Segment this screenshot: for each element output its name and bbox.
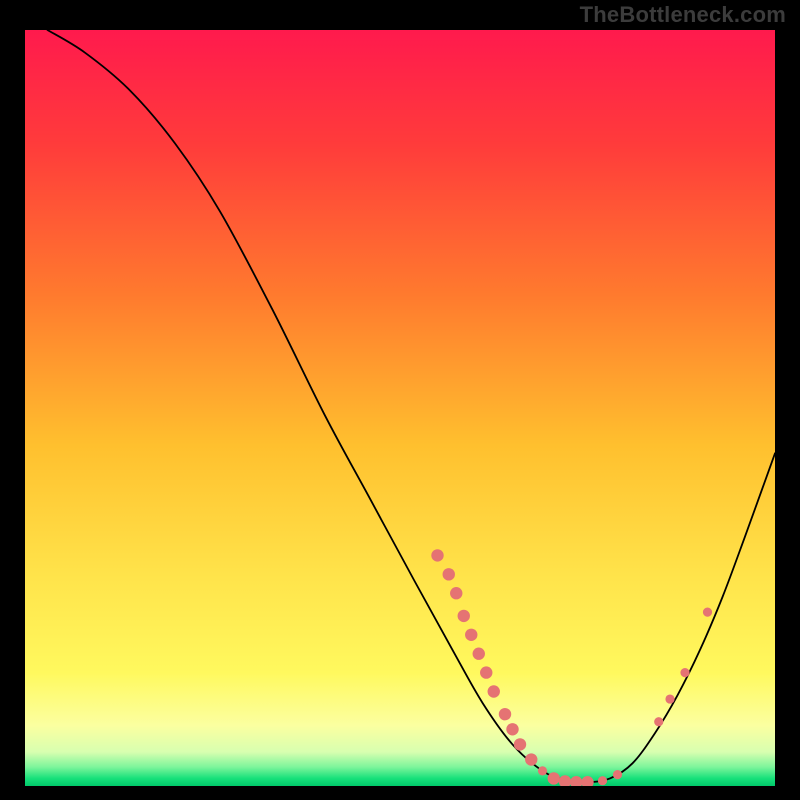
chart-background-gradient: [25, 30, 775, 786]
curve-marker: [703, 608, 712, 617]
curve-marker: [598, 776, 607, 785]
curve-marker: [458, 610, 470, 622]
curve-marker: [538, 766, 547, 775]
curve-marker: [473, 648, 485, 660]
curve-marker: [431, 549, 443, 561]
chart-frame: TheBottleneck.com: [0, 0, 800, 800]
curve-marker: [613, 770, 622, 779]
curve-marker: [443, 568, 455, 580]
curve-marker: [450, 587, 462, 599]
curve-marker: [680, 668, 689, 677]
curve-marker: [465, 629, 477, 641]
curve-marker: [665, 694, 674, 703]
curve-marker: [525, 753, 537, 765]
curve-marker: [499, 708, 511, 720]
curve-marker: [548, 772, 560, 784]
bottleneck-curve-chart: [25, 30, 775, 786]
curve-marker: [506, 723, 518, 735]
curve-marker: [654, 717, 663, 726]
curve-marker: [488, 685, 500, 697]
curve-marker: [480, 666, 492, 678]
curve-marker: [514, 738, 526, 750]
plot-area: [25, 30, 775, 786]
watermark-text: TheBottleneck.com: [580, 2, 786, 28]
